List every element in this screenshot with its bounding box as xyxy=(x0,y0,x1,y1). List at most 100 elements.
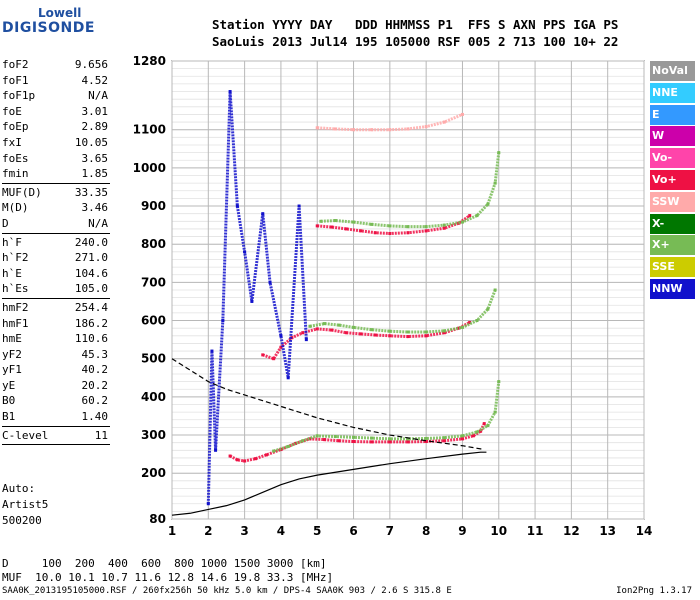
param-row: foF2 9.656 xyxy=(2,57,110,73)
source-info: SAA0K_2013195105000.RSF / 260fx256h 50 k… xyxy=(2,586,452,596)
param-name: foEs xyxy=(2,151,29,165)
echo-point xyxy=(388,334,392,338)
auto-label: Auto: xyxy=(2,482,36,495)
param-value: 9.656 xyxy=(74,58,108,71)
echo-point xyxy=(250,299,254,303)
echo-point xyxy=(337,323,341,327)
echo-point xyxy=(370,436,374,440)
echo-point xyxy=(279,334,283,338)
param-row: C-level 11 xyxy=(2,428,110,444)
param-divider xyxy=(2,444,110,446)
x-tick-label: 3 xyxy=(240,524,248,538)
param-row: foEs 3.65 xyxy=(2,151,110,167)
echo-point xyxy=(442,223,446,227)
param-value: N/A xyxy=(88,216,108,230)
echo-point xyxy=(286,376,290,380)
echo-point xyxy=(406,330,410,334)
echo-point xyxy=(424,436,428,440)
echo-point xyxy=(254,457,258,461)
echo-point xyxy=(424,225,428,229)
echo-point xyxy=(370,440,374,444)
echo-point xyxy=(297,204,301,208)
echo-trace xyxy=(206,91,308,504)
echo-point xyxy=(359,332,363,336)
echo-point xyxy=(388,329,392,333)
station-header: Station YYYY DAY DDD HHMMSS P1 FFS S AXN… xyxy=(212,16,618,50)
echo-point xyxy=(424,440,428,444)
profile-curve-dashed xyxy=(171,358,485,451)
x-tick-label: 14 xyxy=(636,524,653,538)
param-name: yE xyxy=(2,378,16,392)
param-name: yF1 xyxy=(2,363,22,377)
echo-point xyxy=(442,120,446,124)
echo-point xyxy=(486,202,490,206)
echo-point xyxy=(333,219,337,223)
parameter-list: foF2 9.656 foF1 4.52 foF1p N/A foE 3.01 foEp 2.89… xyxy=(2,57,110,446)
param-name: hmE xyxy=(2,332,22,346)
y-tick-label: 400 xyxy=(141,390,166,404)
echo-point xyxy=(442,226,446,230)
header-line-1: Station YYYY DAY DDD HHMMSS P1 FFS S AXN… xyxy=(212,17,619,32)
logo-digisonde-text: DIGISONDE xyxy=(2,20,95,36)
header-line-2: SaoLuis 2013 Jul14 195 105000 RSF 005 2 … xyxy=(212,34,619,49)
param-value: 104.6 xyxy=(74,266,108,280)
echo-point xyxy=(210,349,214,353)
muf-table: D 100 200 400 600 800 1000 1500 3000 [km… xyxy=(2,557,333,585)
echo-point xyxy=(243,250,247,254)
x-tick-label: 7 xyxy=(386,524,394,538)
x-tick-label: 12 xyxy=(563,524,580,538)
param-divider xyxy=(2,182,110,184)
echo-point xyxy=(475,430,479,434)
echo-point xyxy=(460,325,464,329)
echo-point xyxy=(460,434,464,438)
echo-point xyxy=(457,326,461,330)
logo-lowell-text: Lowell xyxy=(38,6,82,20)
echo-point xyxy=(475,319,479,323)
param-divider xyxy=(2,232,110,234)
echo-point xyxy=(352,440,356,444)
echo-point xyxy=(406,335,410,339)
param-value: N/A xyxy=(88,89,108,103)
x-tick-label: 4 xyxy=(277,524,285,538)
param-row: yF1 40.2 xyxy=(2,362,110,378)
echo-point xyxy=(352,128,356,132)
echo-point xyxy=(471,434,475,438)
param-row: B0 60.2 xyxy=(2,393,110,409)
param-value: 40.2 xyxy=(81,363,109,377)
echo-point xyxy=(497,380,501,384)
echo-point xyxy=(352,325,356,329)
legend-item: NNW xyxy=(650,278,695,299)
legend-item: NoVal xyxy=(650,61,695,81)
echo-point xyxy=(243,459,247,463)
param-value: 60.2 xyxy=(81,394,109,408)
param-row: hmF2 254.4 xyxy=(2,300,110,316)
echo-trace xyxy=(262,321,471,361)
param-value: 110.6 xyxy=(74,332,108,346)
echo-point xyxy=(304,338,308,342)
echo-point xyxy=(322,438,326,442)
param-name: M(D) xyxy=(2,201,29,215)
echo-point xyxy=(337,439,341,443)
echo-point xyxy=(264,453,268,457)
echo-point xyxy=(322,322,326,326)
echo-point xyxy=(268,280,272,284)
param-value: 2.89 xyxy=(81,120,109,134)
param-name: foF2 xyxy=(2,58,29,71)
param-value: 3.46 xyxy=(81,201,109,215)
legend-item: SSE xyxy=(650,257,695,278)
echo-point xyxy=(442,331,446,335)
echo-point xyxy=(344,227,348,231)
echo-point xyxy=(442,436,446,440)
param-row: yE 20.2 xyxy=(2,378,110,394)
echo-point xyxy=(228,454,232,458)
echo-point xyxy=(293,441,297,445)
y-tick-label: 1000 xyxy=(133,161,166,175)
param-name: D xyxy=(2,216,9,230)
echo-point xyxy=(235,204,239,208)
echo-point xyxy=(221,319,225,323)
x-tick-label: 5 xyxy=(313,524,321,538)
echo-point xyxy=(206,502,210,506)
echo-point xyxy=(352,435,356,439)
echo-point xyxy=(261,353,265,357)
